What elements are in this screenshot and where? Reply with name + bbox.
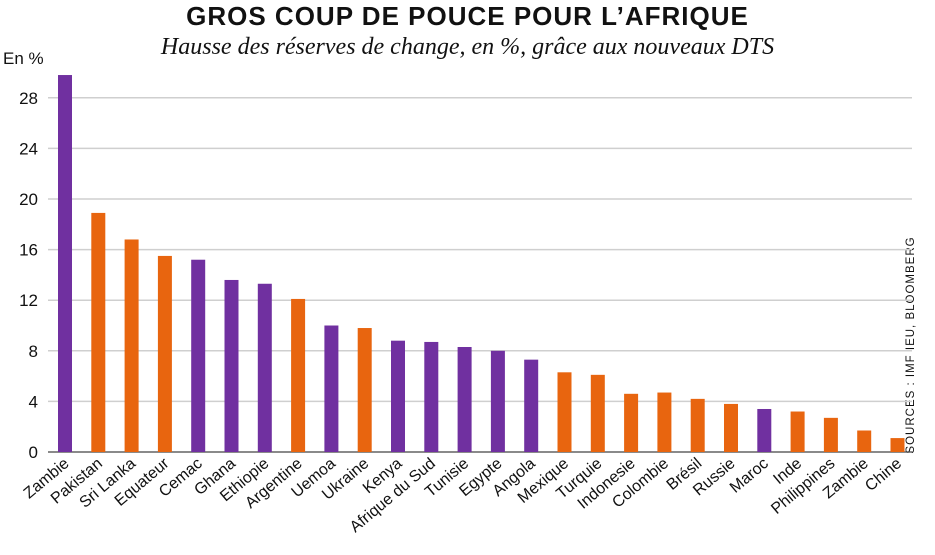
bar	[457, 347, 472, 452]
bar	[490, 350, 505, 452]
bar	[590, 374, 605, 452]
x-tick-label: Chine	[862, 455, 905, 495]
y-tick-label: 0	[29, 443, 38, 462]
x-tick-label: Maroc	[727, 455, 772, 497]
bar	[424, 341, 439, 452]
y-tick-label: 16	[19, 241, 38, 260]
bar	[257, 283, 272, 452]
bar	[91, 212, 106, 452]
bars	[58, 75, 905, 452]
bar	[157, 255, 172, 452]
y-tick-label: 28	[19, 89, 38, 108]
bar	[690, 398, 705, 452]
bar	[857, 430, 872, 452]
y-tick-label: 24	[19, 139, 38, 158]
bar	[724, 403, 738, 452]
bar	[224, 279, 239, 452]
y-tick-label: 4	[29, 392, 38, 411]
y-axis-label: En %	[3, 49, 44, 68]
y-tick-labels: 0 4 8 12 16 20 24 28	[19, 89, 38, 462]
bar	[391, 340, 405, 452]
bar	[657, 392, 672, 452]
bar	[524, 359, 539, 452]
bar	[191, 259, 206, 452]
bar	[357, 328, 372, 452]
chart-subtitle: Hausse des réserves de change, en %, grâ…	[160, 34, 775, 60]
bar	[324, 325, 339, 452]
chart-title: GROS COUP DE POUCE POUR L’AFRIQUE	[186, 1, 749, 31]
y-tick-label: 8	[29, 342, 38, 361]
gridlines	[48, 97, 912, 453]
bar	[790, 411, 805, 452]
y-tick-label: 12	[19, 291, 38, 310]
bar	[58, 75, 72, 452]
bar	[890, 438, 905, 452]
bar	[757, 408, 772, 452]
bar	[124, 239, 139, 452]
bar	[291, 298, 306, 452]
bar	[823, 417, 838, 452]
bar	[624, 393, 639, 452]
y-tick-label: 20	[19, 190, 38, 209]
bar	[557, 372, 572, 452]
